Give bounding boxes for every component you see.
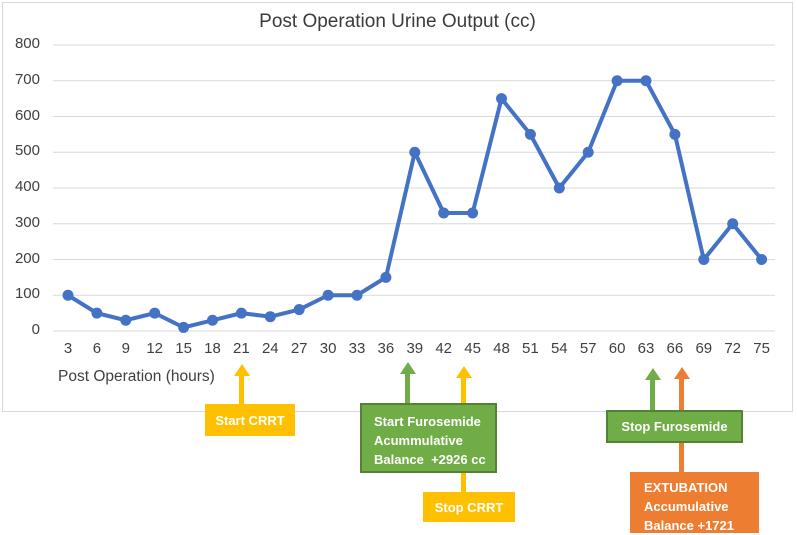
arrow-head — [673, 367, 690, 379]
annotation-label: Balance +1721 — [644, 518, 734, 533]
annotation-label: Start CRRT — [215, 412, 285, 428]
annotation-label: Balance +2926 cc — [374, 452, 486, 467]
stop-furosemide-arrow-icon — [644, 368, 661, 410]
x-axis-title: Post Operation (hours) — [58, 368, 215, 385]
annotation-label: Stop CRRT — [434, 499, 504, 515]
arrow-shaft — [405, 374, 410, 403]
annotation-label: Stop Furosemide — [621, 419, 728, 434]
start-crrt-arrow-icon — [233, 364, 250, 404]
annotation-label: Accumulative — [644, 499, 729, 514]
chart-title: Post Operation Urine Output (cc) — [259, 11, 536, 32]
arrow-shaft — [650, 380, 655, 410]
chart-frame — [2, 2, 793, 412]
annotation-stop-crrt: Stop CRRT — [423, 492, 515, 522]
annotation-start-furosemide: Start Furosemide Acummulative Balance +2… — [360, 403, 497, 473]
annotation-label: Start Furosemide — [374, 414, 481, 429]
start-furosemide-arrow-icon — [399, 362, 416, 403]
arrow-shaft — [239, 376, 244, 404]
annotation-stop-furosemide: Stop Furosemide — [606, 410, 743, 443]
annotation-start-crrt: Start CRRT — [205, 404, 295, 436]
arrow-head — [644, 368, 661, 380]
annotation-label: Acummulative — [374, 433, 463, 448]
annotation-label: EXTUBATION — [644, 480, 728, 495]
arrow-head — [233, 364, 250, 376]
arrow-head — [399, 362, 416, 374]
annotation-extubation: EXTUBATION Accumulative Balance +1721 — [630, 472, 759, 533]
arrow-head — [455, 366, 472, 378]
